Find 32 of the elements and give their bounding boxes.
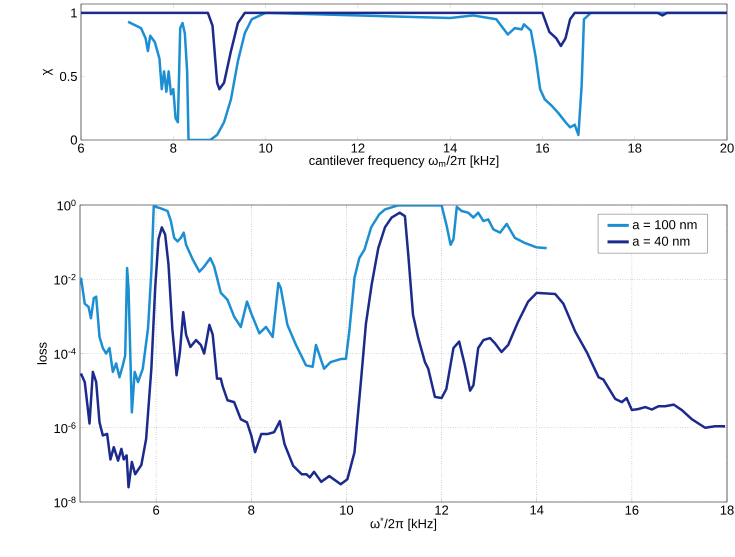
x-tick-label: 12 (435, 506, 448, 515)
legend-label: a = 100 nm (632, 220, 697, 230)
y-tick-label: 1 (71, 8, 77, 18)
x-axis-title: cantilever frequency ω$_{m}$/2π [kHz] (309, 156, 498, 168)
x-tick-label: 6 (78, 144, 84, 153)
x-tick-label: 8 (248, 506, 254, 515)
x-tick-label: 20 (720, 144, 734, 153)
x-tick-label: 14 (444, 144, 457, 152)
x-tick-label: 18 (628, 144, 642, 153)
line-series (81, 12, 728, 90)
y-axis-title: χ (42, 68, 53, 76)
y-tick-label: 10$^{0}$ (58, 200, 76, 210)
x-tick-label: 8 (170, 144, 176, 153)
x-tick-label: 16 (626, 506, 638, 515)
y-tick-label: 10$^{-4}$ (54, 348, 76, 359)
y-tick-label: 10$^{-6}$ (54, 422, 76, 434)
line-series (80, 211, 726, 488)
x-tick-label: 10 (259, 144, 272, 153)
x-tick-label: 10 (340, 506, 354, 515)
line-series (80, 205, 548, 414)
y-tick-label: 0 (70, 135, 77, 145)
x-tick-label: 18 (720, 506, 734, 515)
x-tick-label: 12 (352, 144, 364, 153)
x-tick-label: 16 (536, 144, 550, 153)
x-axis-title: ω$^{*}$/2π [kHz] (370, 518, 436, 531)
x-tick-label: 14 (530, 506, 544, 514)
x-tick-label: 6 (153, 506, 160, 515)
y-axis-title: loss (37, 342, 47, 364)
legend-label: a = 40 nm (632, 236, 690, 246)
y-tick-label: 0.5 (60, 72, 77, 82)
y-tick-label: 10$^{-8}$ (54, 496, 76, 508)
y-tick-label: 10$^{-2}$ (54, 274, 76, 285)
